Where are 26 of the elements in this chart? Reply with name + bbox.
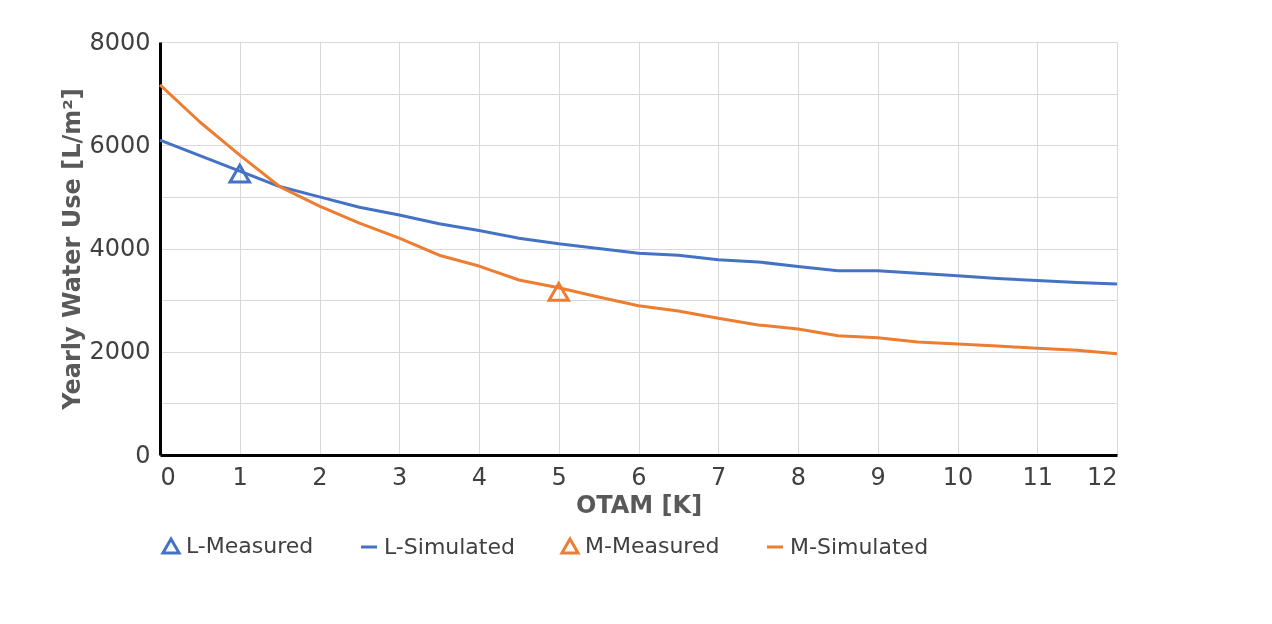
legend-label: L-Measured	[186, 533, 314, 559]
x-tick-label: 4	[471, 462, 488, 491]
x-tick-label: 9	[870, 462, 886, 491]
y-tick-label: 4000	[89, 234, 151, 262]
y-tick-label: 6000	[89, 130, 151, 159]
legend-label: M-Measured	[585, 533, 720, 559]
legend-label: M-Simulated	[790, 534, 929, 559]
x-tick-label: 7	[711, 462, 727, 491]
line-series	[158, 83, 1119, 356]
x-tick-label: 2	[312, 462, 328, 491]
x-axis-title: OTAM [K]	[575, 490, 703, 519]
y-tick-label: 0	[135, 440, 151, 469]
x-tick-label: 3	[392, 462, 408, 491]
x-tick-label: 8	[790, 462, 807, 491]
legend-label: L-Simulated	[384, 534, 515, 559]
y-axis-title: Yearly Water Use [L/m²]	[58, 88, 87, 411]
x-tick-label: 11	[1022, 462, 1054, 491]
line-series	[158, 138, 1119, 286]
x-tick-label: 12	[1086, 462, 1118, 491]
x-tick-label: 0	[160, 462, 176, 491]
x-tick-label: 1	[232, 462, 248, 491]
y-tick-label: 8000	[89, 27, 151, 56]
x-tick-label: 5	[551, 462, 567, 491]
x-tick-label: 6	[631, 462, 647, 491]
x-tick-label: 10	[942, 462, 974, 491]
y-tick-label: 2000	[89, 337, 151, 366]
